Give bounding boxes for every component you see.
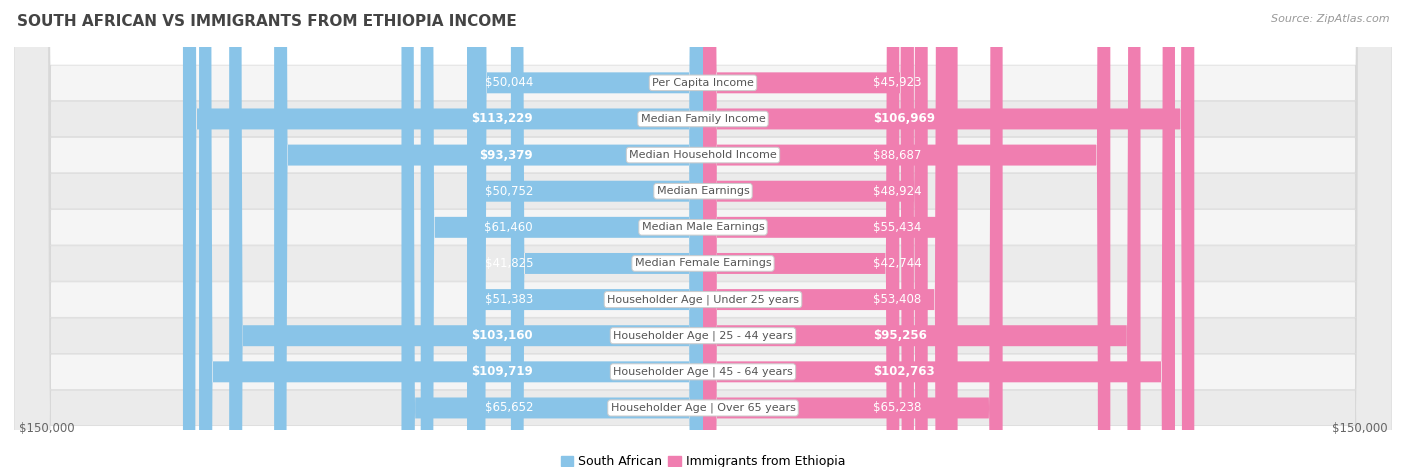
Legend: South African, Immigrants from Ethiopia: South African, Immigrants from Ethiopia <box>555 450 851 467</box>
FancyBboxPatch shape <box>703 0 1140 467</box>
Text: $50,044: $50,044 <box>485 76 533 89</box>
FancyBboxPatch shape <box>274 0 703 467</box>
FancyBboxPatch shape <box>510 0 703 467</box>
Text: $48,924: $48,924 <box>873 185 921 198</box>
FancyBboxPatch shape <box>14 0 1392 467</box>
Text: $93,379: $93,379 <box>479 149 533 162</box>
FancyBboxPatch shape <box>703 0 1111 467</box>
FancyBboxPatch shape <box>14 0 1392 467</box>
Text: $50,752: $50,752 <box>485 185 533 198</box>
Text: Householder Age | 45 - 64 years: Householder Age | 45 - 64 years <box>613 367 793 377</box>
FancyBboxPatch shape <box>703 0 914 467</box>
Text: Householder Age | 25 - 44 years: Householder Age | 25 - 44 years <box>613 331 793 341</box>
Text: $103,160: $103,160 <box>471 329 533 342</box>
Text: $113,229: $113,229 <box>471 113 533 126</box>
FancyBboxPatch shape <box>14 0 1392 467</box>
Text: Per Capita Income: Per Capita Income <box>652 78 754 88</box>
FancyBboxPatch shape <box>200 0 703 467</box>
Text: $150,000: $150,000 <box>1331 423 1388 435</box>
Text: $42,744: $42,744 <box>873 257 922 270</box>
Text: $109,719: $109,719 <box>471 365 533 378</box>
Text: $41,825: $41,825 <box>485 257 533 270</box>
FancyBboxPatch shape <box>14 0 1392 467</box>
FancyBboxPatch shape <box>14 0 1392 467</box>
Text: $106,969: $106,969 <box>873 113 935 126</box>
Text: $95,256: $95,256 <box>873 329 927 342</box>
FancyBboxPatch shape <box>14 0 1392 467</box>
FancyBboxPatch shape <box>14 0 1392 467</box>
FancyBboxPatch shape <box>703 0 957 467</box>
FancyBboxPatch shape <box>183 0 703 467</box>
Text: $61,460: $61,460 <box>485 221 533 234</box>
Text: Householder Age | Under 25 years: Householder Age | Under 25 years <box>607 294 799 305</box>
Text: Median Female Earnings: Median Female Earnings <box>634 258 772 269</box>
Text: Median Male Earnings: Median Male Earnings <box>641 222 765 232</box>
Text: $53,408: $53,408 <box>873 293 921 306</box>
Text: Householder Age | Over 65 years: Householder Age | Over 65 years <box>610 403 796 413</box>
FancyBboxPatch shape <box>14 0 1392 467</box>
Text: Median Earnings: Median Earnings <box>657 186 749 196</box>
FancyBboxPatch shape <box>470 0 703 467</box>
Text: Median Family Income: Median Family Income <box>641 114 765 124</box>
Text: Median Household Income: Median Household Income <box>628 150 778 160</box>
Text: $55,434: $55,434 <box>873 221 921 234</box>
FancyBboxPatch shape <box>703 0 1175 467</box>
FancyBboxPatch shape <box>402 0 703 467</box>
Text: $65,238: $65,238 <box>873 402 921 415</box>
FancyBboxPatch shape <box>703 0 928 467</box>
FancyBboxPatch shape <box>420 0 703 467</box>
FancyBboxPatch shape <box>703 0 900 467</box>
FancyBboxPatch shape <box>229 0 703 467</box>
FancyBboxPatch shape <box>703 0 1002 467</box>
FancyBboxPatch shape <box>474 0 703 467</box>
Text: Source: ZipAtlas.com: Source: ZipAtlas.com <box>1271 14 1389 24</box>
Text: $102,763: $102,763 <box>873 365 935 378</box>
Text: $88,687: $88,687 <box>873 149 921 162</box>
FancyBboxPatch shape <box>467 0 703 467</box>
Text: SOUTH AFRICAN VS IMMIGRANTS FROM ETHIOPIA INCOME: SOUTH AFRICAN VS IMMIGRANTS FROM ETHIOPI… <box>17 14 516 29</box>
Text: $51,383: $51,383 <box>485 293 533 306</box>
FancyBboxPatch shape <box>703 0 948 467</box>
FancyBboxPatch shape <box>14 0 1392 467</box>
Text: $45,923: $45,923 <box>873 76 921 89</box>
FancyBboxPatch shape <box>14 0 1392 467</box>
FancyBboxPatch shape <box>703 0 1194 467</box>
Text: $150,000: $150,000 <box>18 423 75 435</box>
Text: $65,652: $65,652 <box>485 402 533 415</box>
